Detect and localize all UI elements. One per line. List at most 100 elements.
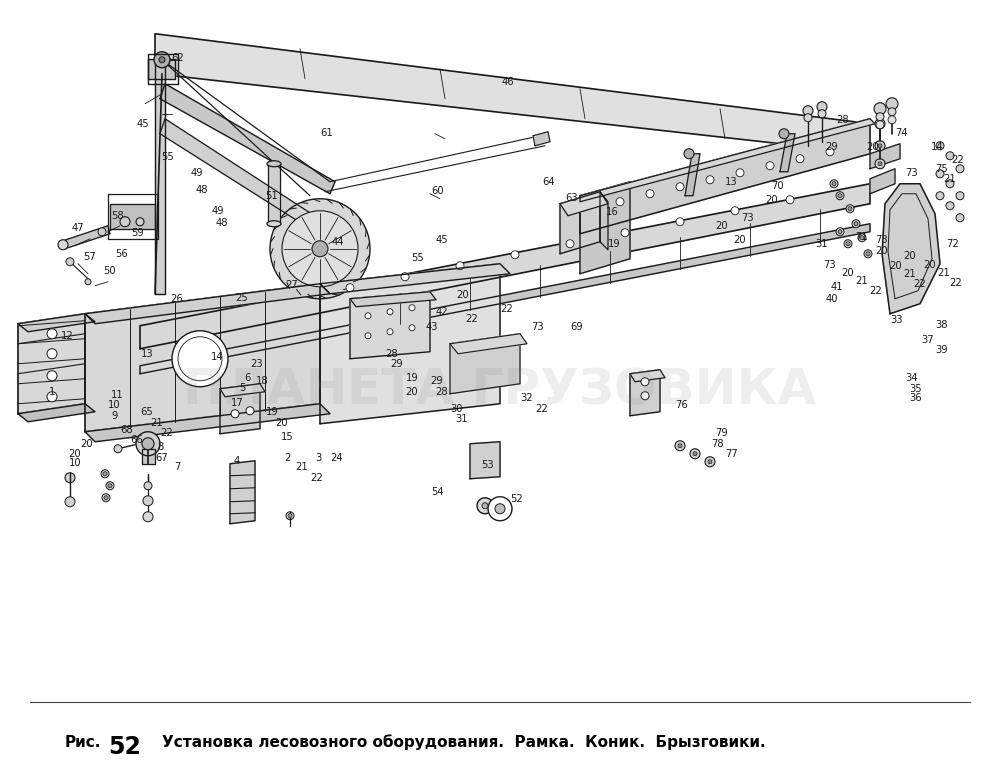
Circle shape xyxy=(956,191,964,200)
Text: 21: 21 xyxy=(151,418,163,429)
Polygon shape xyxy=(450,334,527,353)
Circle shape xyxy=(98,228,106,236)
Text: 74: 74 xyxy=(896,129,908,139)
Polygon shape xyxy=(140,184,870,349)
Text: 21: 21 xyxy=(856,276,868,286)
Polygon shape xyxy=(580,119,875,202)
Text: 20: 20 xyxy=(457,290,469,300)
Polygon shape xyxy=(230,461,255,524)
Circle shape xyxy=(876,112,884,121)
Circle shape xyxy=(143,496,153,506)
Circle shape xyxy=(104,496,108,500)
Text: 65: 65 xyxy=(141,407,153,417)
Text: 28: 28 xyxy=(386,349,398,359)
Text: 26: 26 xyxy=(171,294,183,304)
Circle shape xyxy=(786,196,794,204)
Circle shape xyxy=(946,180,954,188)
Text: 48: 48 xyxy=(216,219,228,228)
Circle shape xyxy=(387,308,393,315)
Polygon shape xyxy=(268,164,280,224)
Text: 53: 53 xyxy=(481,460,493,470)
Circle shape xyxy=(858,234,866,242)
Text: 37: 37 xyxy=(922,336,934,346)
Circle shape xyxy=(766,162,774,170)
Text: 66: 66 xyxy=(131,435,143,445)
Circle shape xyxy=(848,207,852,211)
Circle shape xyxy=(159,57,165,63)
Polygon shape xyxy=(580,182,630,274)
Text: 28: 28 xyxy=(837,115,849,125)
Circle shape xyxy=(312,241,328,257)
Polygon shape xyxy=(85,284,320,432)
Text: 4: 4 xyxy=(234,456,240,466)
Text: 75: 75 xyxy=(936,164,948,174)
Circle shape xyxy=(409,325,415,331)
Text: 32: 32 xyxy=(521,394,533,404)
Circle shape xyxy=(286,512,294,520)
Circle shape xyxy=(65,473,75,483)
Circle shape xyxy=(477,498,493,514)
Text: 5: 5 xyxy=(239,383,245,393)
Polygon shape xyxy=(320,264,500,424)
Polygon shape xyxy=(142,449,155,463)
Text: 77: 77 xyxy=(726,449,738,459)
Text: 20: 20 xyxy=(842,268,854,278)
Text: 19: 19 xyxy=(266,407,278,417)
Text: 20: 20 xyxy=(924,260,936,270)
Circle shape xyxy=(103,472,107,476)
Circle shape xyxy=(836,228,844,236)
Circle shape xyxy=(838,229,842,234)
Polygon shape xyxy=(85,284,330,324)
Circle shape xyxy=(875,159,885,169)
Circle shape xyxy=(708,460,712,463)
Text: 71: 71 xyxy=(856,232,868,242)
Polygon shape xyxy=(155,64,165,294)
Circle shape xyxy=(888,115,896,124)
Polygon shape xyxy=(560,191,600,253)
Circle shape xyxy=(270,198,370,298)
Circle shape xyxy=(676,218,684,226)
Circle shape xyxy=(878,122,882,126)
Text: 14: 14 xyxy=(211,352,223,362)
Circle shape xyxy=(693,452,697,456)
Circle shape xyxy=(178,337,222,381)
Text: 12: 12 xyxy=(61,332,73,341)
Polygon shape xyxy=(18,404,95,422)
Text: 24: 24 xyxy=(331,453,343,463)
Circle shape xyxy=(456,262,464,270)
Circle shape xyxy=(731,207,739,215)
Text: 76: 76 xyxy=(676,401,688,410)
Text: 31: 31 xyxy=(456,414,468,424)
Text: 19: 19 xyxy=(608,239,620,249)
Text: 73: 73 xyxy=(531,322,543,332)
Circle shape xyxy=(136,432,160,456)
Text: 70: 70 xyxy=(772,181,784,191)
Circle shape xyxy=(826,148,834,156)
Circle shape xyxy=(172,331,228,387)
Text: 19: 19 xyxy=(406,373,418,383)
Text: 48: 48 xyxy=(196,185,208,195)
Text: 20: 20 xyxy=(69,449,81,459)
Circle shape xyxy=(818,110,826,118)
Text: 22: 22 xyxy=(952,155,964,165)
Circle shape xyxy=(888,108,896,115)
Polygon shape xyxy=(220,384,265,397)
Circle shape xyxy=(47,370,57,381)
Circle shape xyxy=(936,170,944,177)
Text: 20: 20 xyxy=(904,250,916,260)
Text: 20: 20 xyxy=(890,261,902,271)
Polygon shape xyxy=(685,153,700,196)
Circle shape xyxy=(641,377,649,386)
Text: 15: 15 xyxy=(281,432,293,442)
Text: 3: 3 xyxy=(315,453,321,463)
Circle shape xyxy=(144,482,152,490)
Text: 22: 22 xyxy=(950,277,962,288)
Circle shape xyxy=(956,214,964,222)
Circle shape xyxy=(495,504,505,514)
Text: 51: 51 xyxy=(266,191,278,201)
Circle shape xyxy=(804,114,812,122)
Text: 52: 52 xyxy=(108,735,141,759)
Text: 22: 22 xyxy=(914,279,926,289)
Text: 29: 29 xyxy=(826,143,838,152)
Text: 11: 11 xyxy=(111,390,123,400)
